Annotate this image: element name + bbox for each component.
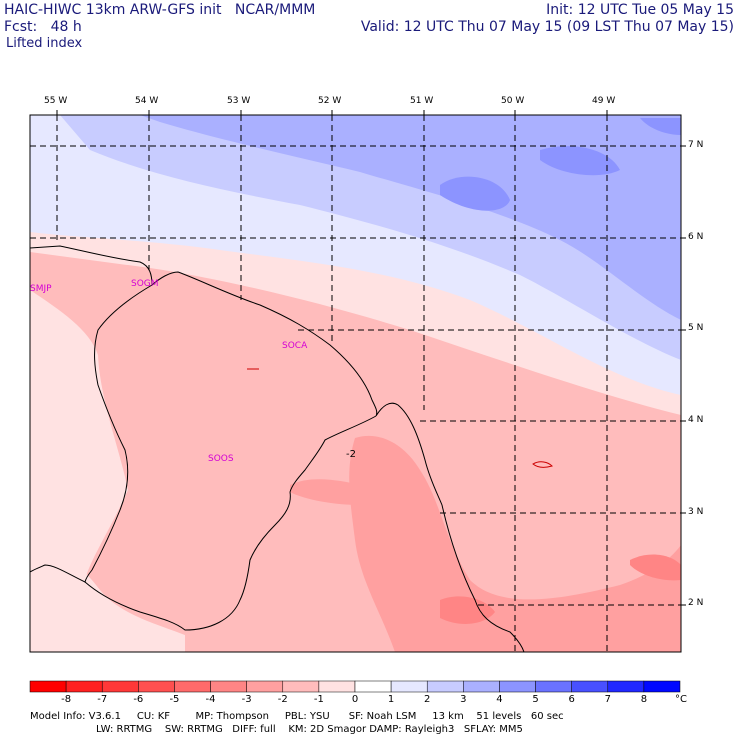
colorbar-tick-label: -8 — [61, 694, 72, 705]
blob-blue-3 — [640, 118, 681, 135]
station-sogm: SOGM — [131, 279, 159, 289]
model-info-line2: LW: RRTMG SW: RRTMG DIFF: full KM: 2D Sm… — [96, 724, 523, 735]
colorbar-swatch — [65, 680, 103, 693]
graticule — [30, 115, 681, 652]
colorbar-tick-label: 3 — [460, 694, 467, 705]
colorbar-swatch — [354, 680, 392, 693]
model-info-line1: Model Info: V3.6.1 CU: KF MP: Thompson P… — [30, 711, 564, 722]
colorbar-tick-label: 4 — [496, 694, 503, 705]
valid-time: Valid: 12 UTC Thu 07 May 15 (09 LST Thu … — [360, 19, 734, 35]
field-name: Lifted index — [6, 36, 83, 51]
lat-label-4n: 4 N — [688, 415, 704, 425]
plot-frame — [29, 114, 682, 653]
blob-blue-2 — [540, 146, 620, 176]
lon-label-52w: 52 W — [318, 96, 342, 106]
lon-label-49w: 49 W — [592, 96, 616, 106]
colorbar-swatch — [246, 680, 284, 693]
colorbar — [29, 680, 681, 693]
lon-label-50w: 50 W — [501, 96, 525, 106]
blob-blue-1 — [440, 176, 510, 211]
lon-label-51w: 51 W — [410, 96, 434, 106]
lat-label-7n: 7 N — [688, 140, 704, 150]
run-title: HAIC-HIWC 13km ARW-GFS init NCAR/MMM — [4, 2, 316, 18]
colorbar-swatch — [101, 680, 139, 693]
colorbar-tick-label: 0 — [351, 694, 359, 705]
colorbar-swatch — [390, 680, 428, 693]
lat-label-2n: 2 N — [688, 598, 704, 608]
colorbar-tick-label: -5 — [169, 694, 180, 705]
forecast-hour: Fcst: 48 h — [4, 19, 82, 35]
station-soca: SOCA — [282, 341, 308, 351]
colorbar-swatch — [643, 680, 681, 693]
warm-spot-2 — [630, 554, 681, 581]
band-blue-strong — [140, 115, 681, 320]
colorbar-tick-label: -3 — [241, 694, 252, 705]
colorbar-swatch — [535, 680, 572, 693]
lon-label-55w: 55 W — [44, 96, 68, 106]
colorbar-tick-label: -1 — [313, 694, 324, 705]
lat-label-5n: 5 N — [688, 323, 704, 333]
lat-label-6n: 6 N — [688, 232, 704, 242]
colorbar-tick-label: 2 — [424, 694, 431, 705]
lat-label-3n: 3 N — [688, 507, 704, 517]
colorbar-tick-label: 1 — [387, 694, 395, 705]
colorbar-tick-label: 8 — [640, 694, 648, 705]
colorbar-swatch — [426, 680, 464, 693]
station-smjp: SMJP — [30, 284, 52, 294]
land-white — [30, 555, 185, 652]
band-blue-mid — [60, 115, 681, 360]
coastlines-borders — [30, 245, 525, 652]
colorbar-swatch — [138, 680, 175, 693]
shaded-field — [30, 115, 681, 652]
colorbar-swatch — [282, 680, 320, 693]
colorbar-swatch — [174, 680, 211, 693]
colorbar-swatch — [607, 680, 645, 693]
colorbar-tick-label: 5 — [532, 694, 539, 705]
colorbar-unit: °C — [675, 694, 687, 705]
colorbar-swatch — [318, 680, 356, 693]
colorbar-tick-label: -4 — [205, 694, 216, 705]
land-white-2 — [30, 290, 128, 580]
warm-spot — [440, 596, 495, 624]
init-time: Init: 12 UTC Tue 05 May 15 — [546, 2, 734, 18]
warm-core — [349, 435, 681, 652]
lon-label-54w: 54 W — [135, 96, 159, 106]
station-soos: SOOS — [208, 454, 234, 464]
band-white — [30, 200, 681, 415]
contour-minus2 — [247, 368, 553, 468]
colorbar-tick-label: 6 — [568, 694, 575, 705]
colorbar-tick-label: -2 — [277, 694, 288, 705]
colorbar-swatch — [571, 680, 609, 693]
tick-marks — [56, 110, 686, 606]
colorbar-swatch — [29, 680, 67, 693]
colorbar-tick-label: -7 — [97, 694, 108, 705]
colorbar-tick-label: 7 — [604, 694, 611, 705]
colorbar-swatch — [210, 680, 247, 693]
colorbar-swatch — [499, 680, 536, 693]
band-blue-light — [30, 115, 681, 395]
warm-tongue — [290, 479, 360, 505]
contour-label: -2 — [346, 449, 356, 460]
colorbar-swatch — [463, 680, 500, 693]
lon-label-53w: 53 W — [227, 96, 251, 106]
colorbar-tick-label: -6 — [133, 694, 144, 705]
